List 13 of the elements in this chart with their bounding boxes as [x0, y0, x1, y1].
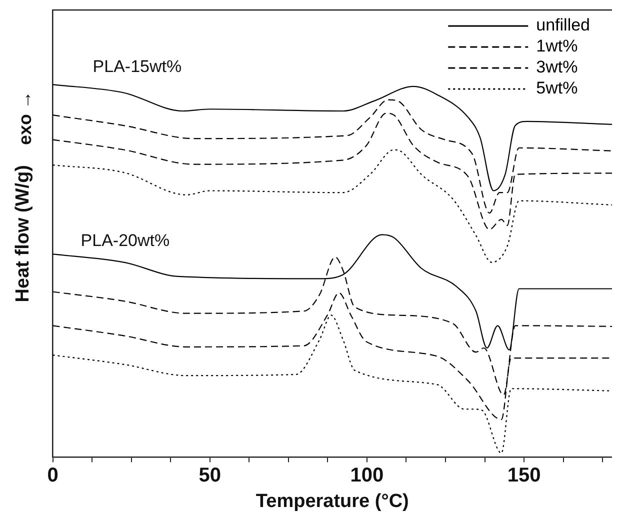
- legend-label: 5wt%: [536, 78, 578, 98]
- text: exo →: [14, 90, 35, 146]
- legend-label: 1wt%: [536, 36, 578, 56]
- x-tick-label: 0: [47, 464, 58, 487]
- legend-label: unfilled: [536, 16, 590, 35]
- legend-label: 3wt%: [536, 58, 578, 77]
- x-axis-title: Temperature (°C): [256, 490, 409, 512]
- x-tick-label: 100: [350, 464, 384, 487]
- annotation: PLA-20wt%: [80, 231, 170, 250]
- x-tick-label: 50: [198, 464, 222, 487]
- y-axis-title: Heat flow (W/g): [12, 165, 34, 302]
- x-tick-label: 150: [507, 464, 541, 487]
- text: PLA-15wt%: [92, 57, 182, 76]
